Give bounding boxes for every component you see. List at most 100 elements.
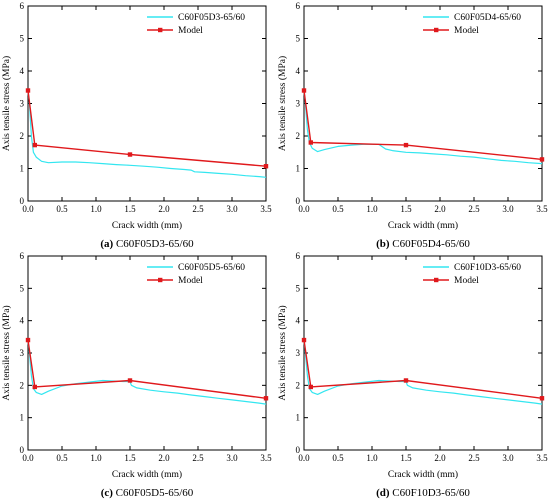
panel-caption: (c) C60F05D5-65/60 xyxy=(101,487,194,499)
x-tick-label: 0.0 xyxy=(298,204,310,214)
model-point-marker xyxy=(32,384,37,390)
model-series-line xyxy=(27,339,267,399)
plot-frame xyxy=(303,255,543,451)
x-tick-label: 2.5 xyxy=(468,453,480,463)
legend-entry: C60F10D3-65/60 xyxy=(454,263,521,273)
y-tick-label: 6 xyxy=(296,251,301,261)
model-series-line xyxy=(27,90,267,167)
x-tick-label: 0.5 xyxy=(332,204,344,214)
legend-entry: C60F05D4-65/60 xyxy=(454,13,521,23)
panel-caption: (b) C60F05D4-65/60 xyxy=(376,238,470,250)
legend-entry: Model xyxy=(178,276,203,286)
experiment-series-line xyxy=(303,90,543,165)
y-axis-label: Axis tensile stress (MPa) xyxy=(1,305,12,400)
x-tick-label: 1.0 xyxy=(366,204,378,214)
model-point-marker xyxy=(32,142,37,148)
y-tick-label: 5 xyxy=(296,283,301,293)
x-tick-label: 2.5 xyxy=(192,453,204,463)
y-tick-label: 2 xyxy=(20,380,25,390)
y-tick-label: 1 xyxy=(20,413,25,423)
x-tick-label: 1.0 xyxy=(366,453,378,463)
caption-label: (d) xyxy=(376,487,390,499)
y-tick-label: 5 xyxy=(20,283,25,293)
model-point-marker xyxy=(301,337,307,343)
model-series-line xyxy=(303,90,543,161)
x-tick-label: 1.0 xyxy=(90,204,102,214)
y-tick-label: 1 xyxy=(296,413,301,423)
legend-marker xyxy=(434,27,439,33)
chart-panel-b: 0.0 0.5 1.0 1.5 2.0 2.5 3.0 3.5 0 1 2 3 4 5 6 Crack wid… xyxy=(277,1,548,250)
x-axis-label: Crack width (mm) xyxy=(388,220,458,231)
x-tick-label: 3.5 xyxy=(536,453,548,463)
legend-marker xyxy=(158,27,163,33)
legend-entry: Model xyxy=(454,26,479,36)
y-tick-label: 3 xyxy=(20,348,25,358)
x-tick-label: 2.0 xyxy=(434,453,446,463)
y-tick-label: 0 xyxy=(296,445,301,455)
model-point-marker xyxy=(403,378,409,383)
model-point-marker xyxy=(263,164,269,169)
y-tick-label: 6 xyxy=(20,251,25,261)
x-tick-label: 0.5 xyxy=(56,204,68,214)
y-tick-label: 4 xyxy=(20,316,25,326)
chart-panel-d: 0.0 0.5 1.0 1.5 2.0 2.5 3.0 3.5 0 1 2 3 4 5 6 Crack wid… xyxy=(277,251,548,499)
y-axis-label: Axis tensile stress (MPa) xyxy=(277,56,288,151)
model-point-marker xyxy=(263,396,269,401)
x-tick-label: 0.0 xyxy=(298,453,310,463)
x-tick-label: 0.0 xyxy=(22,453,34,463)
model-point-marker xyxy=(25,337,31,343)
legend-entry: C60F05D3-65/60 xyxy=(178,13,245,23)
panel-caption: (a) C60F05D3-65/60 xyxy=(100,238,194,250)
y-tick-label: 2 xyxy=(296,131,301,141)
y-axis-label: Axis tensile stress (MPa) xyxy=(277,305,288,400)
x-axis-label: Crack width (mm) xyxy=(388,469,458,480)
plot-frame xyxy=(27,255,267,451)
x-tick-label: 3.0 xyxy=(226,204,238,214)
x-axis-label: Crack width (mm) xyxy=(112,469,182,480)
y-tick-label: 3 xyxy=(296,99,301,109)
y-tick-label: 1 xyxy=(296,164,301,174)
y-tick-label: 4 xyxy=(20,66,25,76)
chart-panel-c: 0.0 0.5 1.0 1.5 2.0 2.5 3.0 3.5 0 1 2 3 4 5 6 Crack wid… xyxy=(1,251,272,499)
y-tick-label: 2 xyxy=(296,380,301,390)
plot-frame xyxy=(303,5,543,202)
y-tick-label: 3 xyxy=(20,99,25,109)
y-tick-label: 3 xyxy=(296,348,301,358)
x-tick-label: 0.0 xyxy=(22,204,34,214)
model-point-marker xyxy=(301,88,307,93)
caption-label: (a) xyxy=(100,238,113,250)
x-tick-label: 1.0 xyxy=(90,453,102,463)
panel-caption: (d) C60F10D3-65/60 xyxy=(376,487,470,499)
x-tick-label: 2.5 xyxy=(192,204,204,214)
caption-text: C60F05D4-65/60 xyxy=(390,238,471,250)
caption-text: C60F05D3-65/60 xyxy=(113,238,194,250)
y-tick-label: 5 xyxy=(20,34,25,44)
x-tick-label: 0.5 xyxy=(56,453,68,463)
model-point-marker xyxy=(308,140,313,145)
y-axis-label: Axis tensile stress (MPa) xyxy=(1,56,12,151)
x-tick-label: 2.0 xyxy=(158,453,170,463)
experiment-series-line xyxy=(303,340,543,405)
plot-frame xyxy=(27,5,267,202)
model-point-marker xyxy=(539,396,545,401)
legend-marker xyxy=(158,277,163,283)
y-tick-label: 2 xyxy=(20,131,25,141)
model-point-marker xyxy=(403,142,409,148)
chart-panel-a: 0.0 0.5 1.0 1.5 2.0 2.5 3.0 3.5 0 1 2 3 4 5 6 Crack wid… xyxy=(1,1,272,250)
caption-label: (c) xyxy=(101,487,114,499)
model-point-marker xyxy=(25,88,31,93)
model-point-marker xyxy=(127,152,133,157)
x-tick-label: 2.0 xyxy=(434,204,446,214)
caption-text: C60F10D3-65/60 xyxy=(390,487,471,499)
y-tick-label: 4 xyxy=(296,316,301,326)
legend-marker xyxy=(434,277,439,283)
x-tick-label: 3.0 xyxy=(226,453,238,463)
legend-entry: Model xyxy=(454,276,479,286)
y-tick-label: 6 xyxy=(20,1,25,11)
x-axis-label: Crack width (mm) xyxy=(112,220,182,231)
x-tick-label: 1.5 xyxy=(124,453,136,463)
x-tick-label: 2.0 xyxy=(158,204,170,214)
x-tick-label: 3.5 xyxy=(536,204,548,214)
x-tick-label: 3.5 xyxy=(260,204,272,214)
